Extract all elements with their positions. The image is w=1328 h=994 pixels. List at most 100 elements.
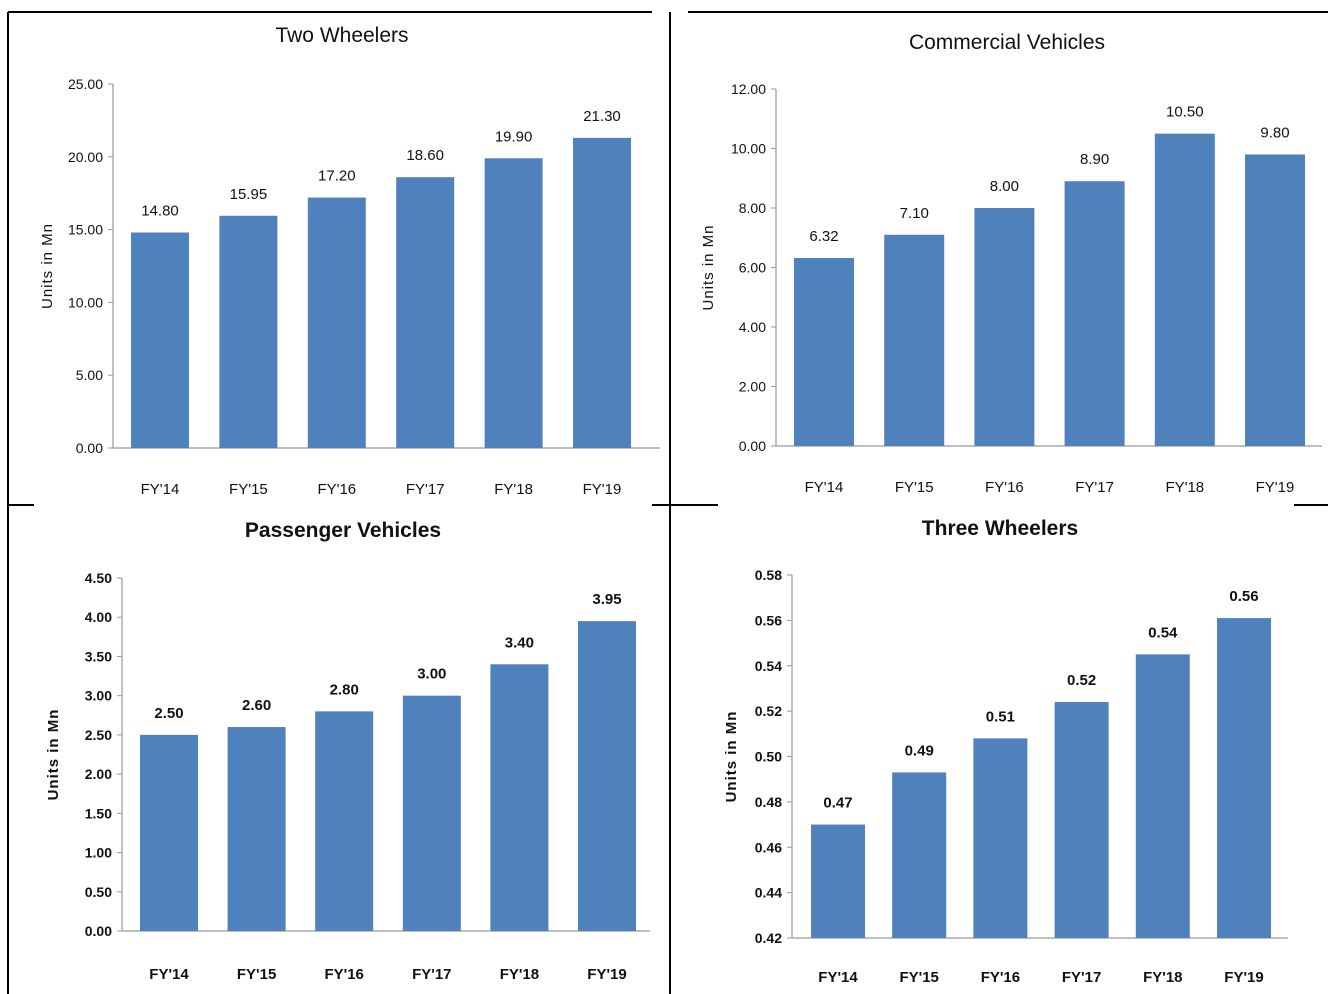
x-tick-label: FY'17 [1062, 969, 1101, 986]
y-tick-label: 4.00 [739, 319, 766, 335]
bar [219, 215, 278, 448]
data-label: 0.47 [823, 795, 852, 812]
bar [307, 197, 366, 448]
bar [974, 208, 1035, 446]
y-tick-label: 0.48 [755, 794, 782, 810]
data-label: 9.80 [1260, 124, 1289, 141]
data-label: 6.32 [809, 228, 838, 245]
y-axis-label: Units in Mn [723, 711, 740, 803]
x-tick-label: FY'15 [229, 481, 268, 498]
y-tick-label: 12.00 [731, 81, 766, 97]
y-tick-label: 5.00 [76, 367, 103, 383]
bar [402, 695, 461, 931]
data-label: 18.60 [406, 147, 444, 164]
x-tick-label: FY'17 [1075, 479, 1114, 496]
bar [811, 824, 865, 938]
y-tick-label: 0.56 [755, 612, 782, 628]
bar [1064, 181, 1125, 446]
y-axis-label: Units in Mn [45, 709, 62, 801]
x-tick-label: FY'14 [805, 479, 844, 496]
x-tick-label: FY'14 [141, 481, 180, 498]
y-tick-label: 0.42 [755, 930, 782, 946]
chart-title: Passenger Vehicles [245, 519, 441, 542]
x-tick-label: FY'14 [149, 966, 189, 983]
bar [227, 727, 286, 931]
data-label: 10.50 [1166, 104, 1204, 121]
chart-title: Two Wheelers [275, 24, 408, 47]
y-tick-label: 0.58 [755, 567, 782, 583]
chart-title: Three Wheelers [922, 517, 1078, 540]
x-tick-label: FY'18 [1165, 479, 1204, 496]
y-tick-label: 25.00 [68, 76, 103, 92]
x-tick-label: FY'16 [324, 966, 363, 983]
y-tick-label: 0.46 [755, 839, 782, 855]
y-tick-label: 2.50 [85, 727, 112, 743]
x-tick-label: FY'16 [981, 969, 1020, 986]
y-axis-label: Units in Mn [700, 224, 717, 310]
x-tick-label: FY'18 [494, 481, 533, 498]
bar [1154, 133, 1215, 446]
data-label: 0.54 [1148, 624, 1178, 641]
bar [396, 177, 455, 448]
chart-title: Commercial Vehicles [909, 31, 1105, 54]
bar [892, 772, 947, 938]
bar [315, 711, 374, 931]
y-tick-label: 20.00 [68, 149, 103, 165]
y-tick-label: 3.50 [85, 648, 112, 664]
y-tick-label: 0.00 [76, 440, 103, 456]
bar [1245, 154, 1305, 446]
y-tick-label: 15.00 [68, 222, 103, 238]
data-label: 3.95 [592, 591, 621, 608]
y-tick-label: 10.00 [731, 141, 766, 157]
bar [1135, 654, 1190, 938]
x-tick-label: FY'17 [412, 966, 451, 983]
bar [140, 734, 198, 931]
x-tick-label: FY'15 [237, 966, 276, 983]
data-label: 0.52 [1067, 672, 1096, 689]
y-tick-label: 0.00 [739, 438, 766, 454]
y-tick-label: 0.54 [755, 658, 782, 674]
y-tick-label: 0.50 [85, 884, 112, 900]
bar [973, 738, 1028, 938]
y-tick-label: 2.00 [85, 766, 112, 782]
bar [1054, 702, 1109, 938]
chart-two-wheelers: Two Wheelers Units in Mn 0.00 5.00 10.00 15.0… [39, 24, 660, 498]
data-label: 8.90 [1080, 151, 1109, 168]
chart-passenger-vehicles: Passenger Vehicles Units in Mn 0.00 0.50 1.0… [45, 519, 650, 983]
bar [884, 234, 945, 446]
bar [131, 232, 189, 448]
x-tick-label: FY'16 [985, 479, 1024, 496]
data-label: 19.90 [495, 128, 533, 145]
table-borders [7, 11, 1328, 994]
x-tick-label: FY'19 [1224, 969, 1263, 986]
x-tick-label: FY'19 [587, 966, 626, 983]
data-label: 7.10 [900, 205, 929, 222]
bar [1217, 618, 1271, 938]
data-label: 3.40 [505, 634, 534, 651]
chart-three-wheelers: Three Wheelers Units in Mn 0.42 0.44 0.46 0.4… [723, 517, 1288, 986]
data-label: 0.56 [1229, 588, 1258, 605]
x-tick-label: FY'15 [899, 969, 938, 986]
data-label: 2.80 [330, 681, 359, 698]
y-tick-label: 3.00 [85, 688, 112, 704]
x-tick-label: FY'18 [1143, 969, 1182, 986]
x-tick-label: FY'19 [583, 481, 622, 498]
chart-commercial-vehicles: Commercial Vehicles Units in Mn 0.00 2.00 4.… [700, 31, 1322, 496]
data-label: 0.49 [905, 742, 934, 759]
y-tick-label: 8.00 [739, 200, 766, 216]
bar [794, 257, 854, 446]
data-label: 2.60 [242, 697, 271, 714]
y-tick-label: 4.50 [85, 570, 112, 586]
x-tick-label: FY'15 [895, 479, 934, 496]
data-label: 17.20 [318, 168, 356, 185]
x-tick-label: FY'17 [406, 481, 445, 498]
bar [490, 664, 549, 931]
bar [578, 621, 636, 931]
data-label: 3.00 [417, 666, 446, 683]
data-label: 0.51 [986, 708, 1015, 725]
y-tick-label: 2.00 [739, 379, 766, 395]
x-tick-label: FY'19 [1256, 479, 1295, 496]
x-tick-label: FY'18 [500, 966, 539, 983]
data-label: 15.95 [230, 186, 268, 203]
